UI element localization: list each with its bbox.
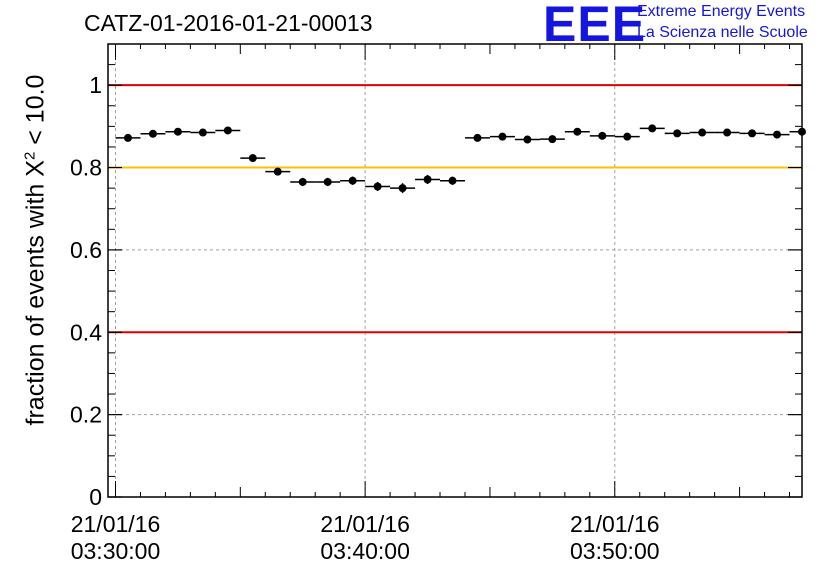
y-tick-label: 0.6: [70, 237, 102, 263]
data-point: [573, 127, 582, 136]
x-tick-time-label: 03:40:00: [320, 538, 410, 564]
chart-title: CATZ-01-2016-01-21-00013: [84, 10, 373, 36]
data-point: [748, 129, 757, 138]
x-tick-date-label: 21/01/16: [71, 511, 161, 537]
data-point: [498, 132, 507, 141]
y-tick-label: 0.8: [70, 155, 102, 181]
data-point: [598, 131, 607, 140]
data-point: [423, 175, 432, 184]
data-point: [673, 129, 682, 138]
data-point: [798, 127, 806, 136]
data-point: [773, 130, 782, 139]
x-tick-date-label: 21/01/16: [320, 511, 410, 537]
data-point: [173, 127, 182, 136]
data-point: [548, 135, 557, 144]
data-point: [123, 133, 132, 142]
x-tick-date-label: 21/01/16: [570, 511, 660, 537]
x-tick-time-label: 03:50:00: [570, 538, 660, 564]
logo-line-1: Extreme Energy Events: [637, 3, 806, 20]
y-tick-label: 1: [89, 72, 102, 98]
plot-frame: [107, 43, 803, 498]
data-point: [398, 184, 407, 193]
y-tick-label: 0: [89, 484, 102, 510]
data-point: [223, 126, 232, 135]
data-point: [298, 177, 307, 186]
data-point: [198, 128, 207, 137]
data-point: [648, 124, 657, 133]
logo-line-2: La Scienza nelle Scuole: [637, 24, 808, 41]
y-tick-label: 0.2: [70, 402, 102, 428]
data-point: [248, 154, 257, 163]
data-point: [323, 177, 332, 186]
data-point: [623, 132, 632, 141]
data-point: [348, 176, 357, 185]
data-point: [473, 133, 482, 142]
data-point: [273, 167, 282, 176]
x-tick-time-label: 03:30:00: [71, 538, 161, 564]
data-point: [148, 129, 157, 138]
data-point: [448, 176, 457, 185]
eee-logo: EEE: [543, 0, 647, 52]
data-point: [373, 182, 382, 191]
data-point: [698, 128, 707, 137]
data-point: [723, 128, 732, 137]
data-point: [523, 135, 532, 144]
y-tick-label: 0.4: [70, 319, 102, 345]
